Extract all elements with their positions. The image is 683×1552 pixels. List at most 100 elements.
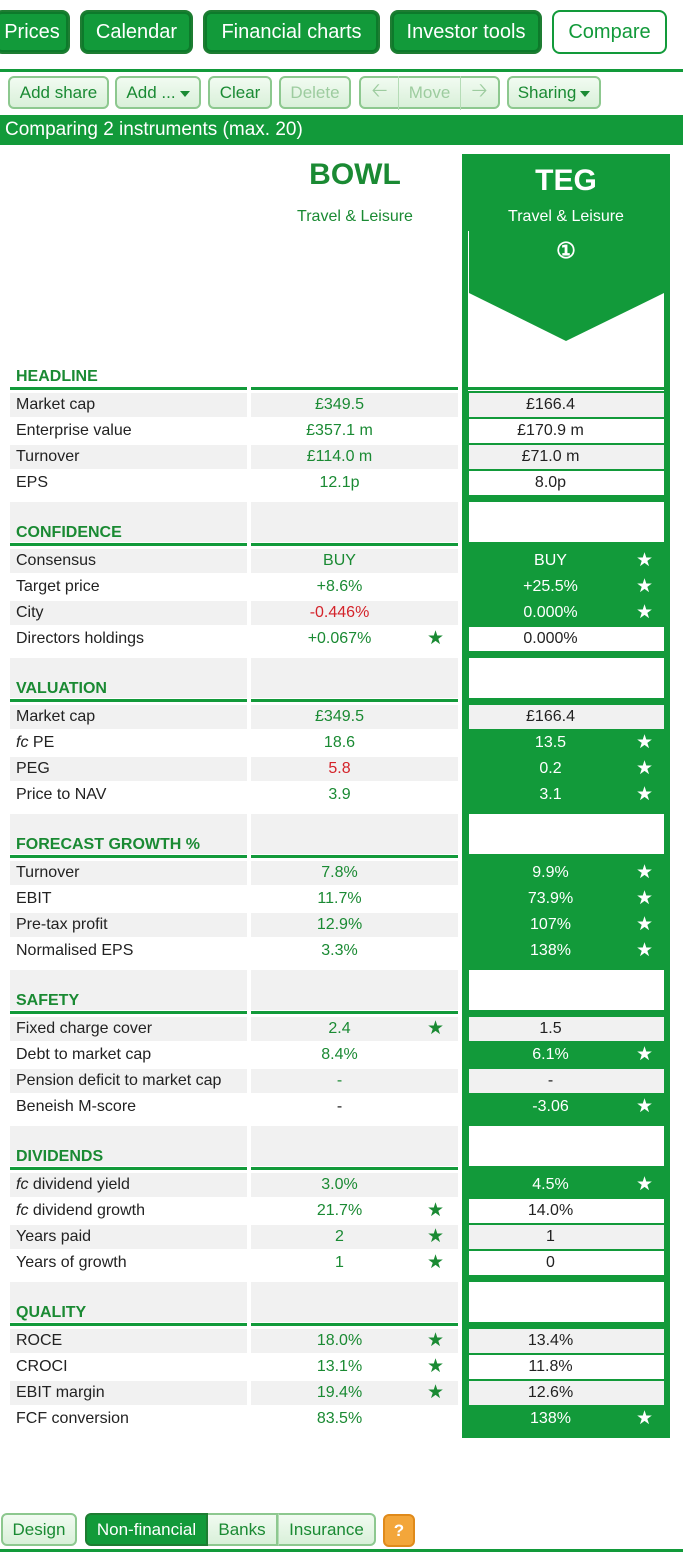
teg-value: 9.9% <box>469 861 664 885</box>
section-title: CONFIDENCE <box>16 524 122 541</box>
table-row[interactable]: Debt to market cap 8.4% 6.1% ★ <box>10 1043 670 1069</box>
row-label: City <box>10 601 247 625</box>
teg-header-panel <box>469 231 664 391</box>
teg-value: 8.0p <box>469 471 664 495</box>
row-label: Directors holdings <box>10 627 247 651</box>
tab-non-financial[interactable]: Non-financial <box>85 1513 208 1546</box>
table-row[interactable]: Fixed charge cover 2.4 1.5 ★ <box>10 1017 670 1043</box>
tab-compare[interactable]: Compare <box>552 10 667 54</box>
table-row[interactable]: Market cap £349.5 £166.4 <box>10 705 670 731</box>
tab-investor-tools[interactable]: Investor tools <box>390 10 542 54</box>
instrument-ticker-bowl[interactable]: BOWL <box>309 158 401 191</box>
section-header-bg <box>10 814 247 854</box>
teg-value: +25.5% <box>469 575 664 599</box>
row-label-text: CROCI <box>16 1358 68 1375</box>
add-share-button[interactable]: Add share <box>8 76 109 109</box>
teg-value: 13.4% <box>469 1329 664 1353</box>
row-label: Turnover <box>10 445 247 469</box>
row-label-text: Turnover <box>16 448 80 465</box>
bowl-value: 13.1% <box>316 1358 363 1375</box>
section-header-bg <box>469 814 664 854</box>
row-label: EBIT margin <box>10 1381 247 1405</box>
row-label: Pre-tax profit <box>10 913 247 937</box>
row-label: FCF conversion <box>10 1407 247 1431</box>
row-label-text: dividend growth <box>32 1202 145 1219</box>
table-row[interactable]: Pension deficit to market cap - - <box>10 1069 670 1095</box>
section-divider <box>10 1323 247 1326</box>
row-label-text: Turnover <box>16 864 80 881</box>
table-row[interactable]: Price to NAV 3.9 3.1 ★ <box>10 783 670 809</box>
section-divider <box>468 543 664 546</box>
table-row[interactable]: EBIT 11.7% 73.9% ★ <box>10 887 670 913</box>
table-row[interactable]: fc dividend yield 3.0% 4.5% ★ <box>10 1173 670 1199</box>
table-row[interactable]: Pre-tax profit 12.9% 107% ★ <box>10 913 670 939</box>
tab-design[interactable]: Design <box>1 1513 77 1546</box>
table-row[interactable]: Beneish M-score - -3.06 ★ <box>10 1095 670 1121</box>
bowl-value: 2.4 <box>251 1017 458 1041</box>
table-row[interactable]: Normalised EPS 3.3% 138% ★ <box>10 939 670 965</box>
bowl-value: 3.0% <box>251 1173 458 1197</box>
star-icon: ★ <box>636 940 654 961</box>
help-button[interactable]: ? <box>383 1514 415 1547</box>
teg-value: 0.000% <box>469 601 664 625</box>
table-row[interactable]: Directors holdings +0.067% 0.000% ★ <box>10 627 670 653</box>
tab-calendar[interactable]: Calendar <box>80 10 193 54</box>
star-icon: ★ <box>636 888 654 909</box>
table-row[interactable]: EPS 12.1p 8.0p <box>10 471 670 497</box>
table-row[interactable]: fc PE 18.6 13.5 ★ <box>10 731 670 757</box>
section-divider <box>10 543 247 546</box>
section-divider <box>251 1167 458 1170</box>
table-row[interactable]: CROCI 13.1% 11.8% ★ <box>10 1355 670 1381</box>
teg-chevron-shape <box>469 231 664 391</box>
star-icon: ★ <box>636 758 654 779</box>
table-row[interactable]: Market cap £349.5 £166.4 <box>10 393 670 419</box>
teg-value: 12.6% <box>469 1381 664 1405</box>
bowl-value: 2 <box>251 1225 458 1249</box>
bowl-value: +0.067% <box>307 630 372 647</box>
teg-value: £166.4 <box>469 705 664 729</box>
table-row[interactable]: Enterprise value £357.1 m £170.9 m <box>10 419 670 445</box>
teg-value: £170.9 m <box>469 419 664 443</box>
bowl-value: 19.4% <box>251 1381 458 1405</box>
section-divider <box>10 1011 247 1014</box>
teg-value: -3.06 <box>469 1095 664 1119</box>
table-row[interactable]: fc dividend growth 21.7% 14.0% ★ <box>10 1199 670 1225</box>
star-icon: ★ <box>427 1382 445 1403</box>
tab-banks[interactable]: Banks <box>208 1513 278 1546</box>
table-row[interactable]: City -0.446% 0.000% ★ <box>10 601 670 627</box>
section-divider <box>251 1323 458 1326</box>
add-more-button[interactable]: Add ... <box>115 76 201 109</box>
teg-value: 3.1 <box>469 783 664 807</box>
table-row[interactable]: Turnover £114.0 m £71.0 m <box>10 445 670 471</box>
tab-insurance[interactable]: Insurance <box>278 1513 376 1546</box>
arrow-left-icon[interactable]: 🡠 <box>361 75 399 110</box>
row-label: Market cap <box>10 705 247 729</box>
row-label-text: Normalised EPS <box>16 942 134 959</box>
arrow-right-icon[interactable]: 🡢 <box>460 75 498 110</box>
table-row[interactable]: Years paid 2 1 ★ <box>10 1225 670 1251</box>
teg-value: 73.9% <box>469 887 664 911</box>
table-row[interactable]: ROCE 18.0% 13.4% ★ <box>10 1329 670 1355</box>
instrument-ticker-teg[interactable]: TEG <box>535 164 597 197</box>
teg-value: 14.0% <box>469 1199 664 1223</box>
bowl-value: 7.8% <box>251 861 458 885</box>
table-row[interactable]: Consensus BUY BUY ★ <box>10 549 670 575</box>
table-row[interactable]: PEG 5.8 0.2 ★ <box>10 757 670 783</box>
table-row[interactable]: EBIT margin 19.4% 12.6% ★ <box>10 1381 670 1407</box>
clear-button[interactable]: Clear <box>208 76 272 109</box>
row-label-text: Market cap <box>16 708 96 725</box>
delete-button[interactable]: Delete <box>279 76 351 109</box>
table-row[interactable]: Years of growth 1 0 ★ <box>10 1251 670 1277</box>
teg-value: £166.4 <box>469 393 664 417</box>
star-icon: ★ <box>636 914 654 935</box>
table-row[interactable]: FCF conversion 83.5% 138% ★ <box>10 1407 670 1433</box>
table-row[interactable]: Target price +8.6% +25.5% ★ <box>10 575 670 601</box>
star-icon: ★ <box>427 1330 445 1351</box>
tab-financial-charts[interactable]: Financial charts <box>203 10 380 54</box>
section-header-bg <box>251 970 458 1010</box>
row-label: EBIT <box>10 887 247 911</box>
table-row[interactable]: Turnover 7.8% 9.9% ★ <box>10 861 670 887</box>
sharing-button[interactable]: Sharing <box>507 76 601 109</box>
tab-prices[interactable]: Prices <box>0 10 70 54</box>
section-divider <box>10 855 247 858</box>
